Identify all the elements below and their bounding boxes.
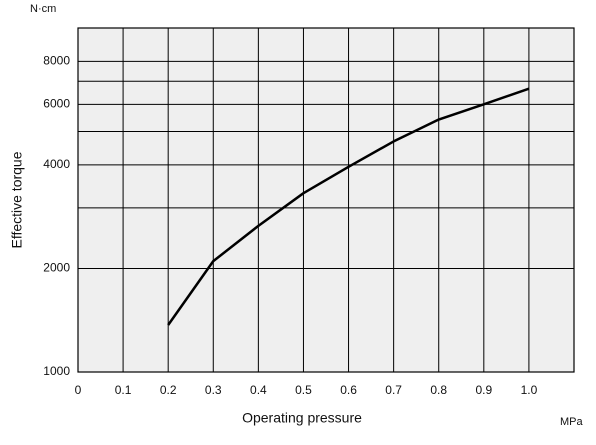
x-tick-label: 1.0 — [521, 383, 538, 397]
x-tick-label: 0.1 — [115, 383, 132, 397]
y-tick-label: 1000 — [43, 364, 70, 378]
y-tick-label: 8000 — [43, 54, 70, 68]
curve — [167, 87, 530, 326]
x-tick-label: 0.5 — [295, 383, 312, 397]
x-tick-label: 0.3 — [205, 383, 222, 397]
plot-area — [77, 27, 575, 373]
y-unit: N·cm — [30, 3, 56, 15]
x-tick-label: 0.2 — [160, 383, 177, 397]
x-tick-label: 0.9 — [475, 383, 492, 397]
y-tick-label: 6000 — [43, 96, 70, 110]
x-tick-label: 0.8 — [430, 383, 447, 397]
x-axis-label: Operating pressure — [242, 410, 362, 426]
x-unit: MPa — [560, 416, 584, 428]
y-tick-label: 4000 — [43, 157, 70, 171]
x-tick-label: 0.4 — [250, 383, 267, 397]
x-tick-label: 0.6 — [340, 383, 357, 397]
y-axis-label: Effective torque — [9, 151, 25, 248]
x-tick-label: 0.7 — [385, 383, 402, 397]
y-tick-label: 2000 — [43, 261, 70, 275]
x-tick-label: 0 — [75, 383, 82, 397]
